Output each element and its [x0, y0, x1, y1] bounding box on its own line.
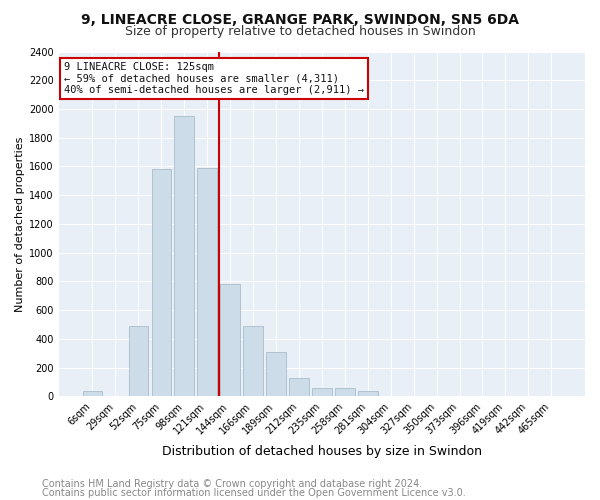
Bar [335, 388, 355, 396]
Text: 9, LINEACRE CLOSE, GRANGE PARK, SWINDON, SN5 6DA: 9, LINEACRE CLOSE, GRANGE PARK, SWINDON,… [81, 12, 519, 26]
Bar [244, 326, 263, 396]
Text: Contains public sector information licensed under the Open Government Licence v3: Contains public sector information licen… [42, 488, 466, 498]
Bar [220, 284, 240, 397]
Bar [128, 326, 148, 396]
Text: Size of property relative to detached houses in Swindon: Size of property relative to detached ho… [125, 25, 475, 38]
Text: Contains HM Land Registry data © Crown copyright and database right 2024.: Contains HM Land Registry data © Crown c… [42, 479, 422, 489]
Text: 9 LINEACRE CLOSE: 125sqm
← 59% of detached houses are smaller (4,311)
40% of sem: 9 LINEACRE CLOSE: 125sqm ← 59% of detach… [64, 62, 364, 95]
Y-axis label: Number of detached properties: Number of detached properties [15, 136, 25, 312]
X-axis label: Distribution of detached houses by size in Swindon: Distribution of detached houses by size … [162, 444, 482, 458]
Bar [152, 170, 171, 396]
Bar [266, 352, 286, 397]
Bar [197, 168, 217, 396]
Bar [289, 378, 308, 396]
Bar [312, 388, 332, 396]
Bar [175, 116, 194, 396]
Bar [358, 390, 377, 396]
Bar [83, 392, 102, 396]
